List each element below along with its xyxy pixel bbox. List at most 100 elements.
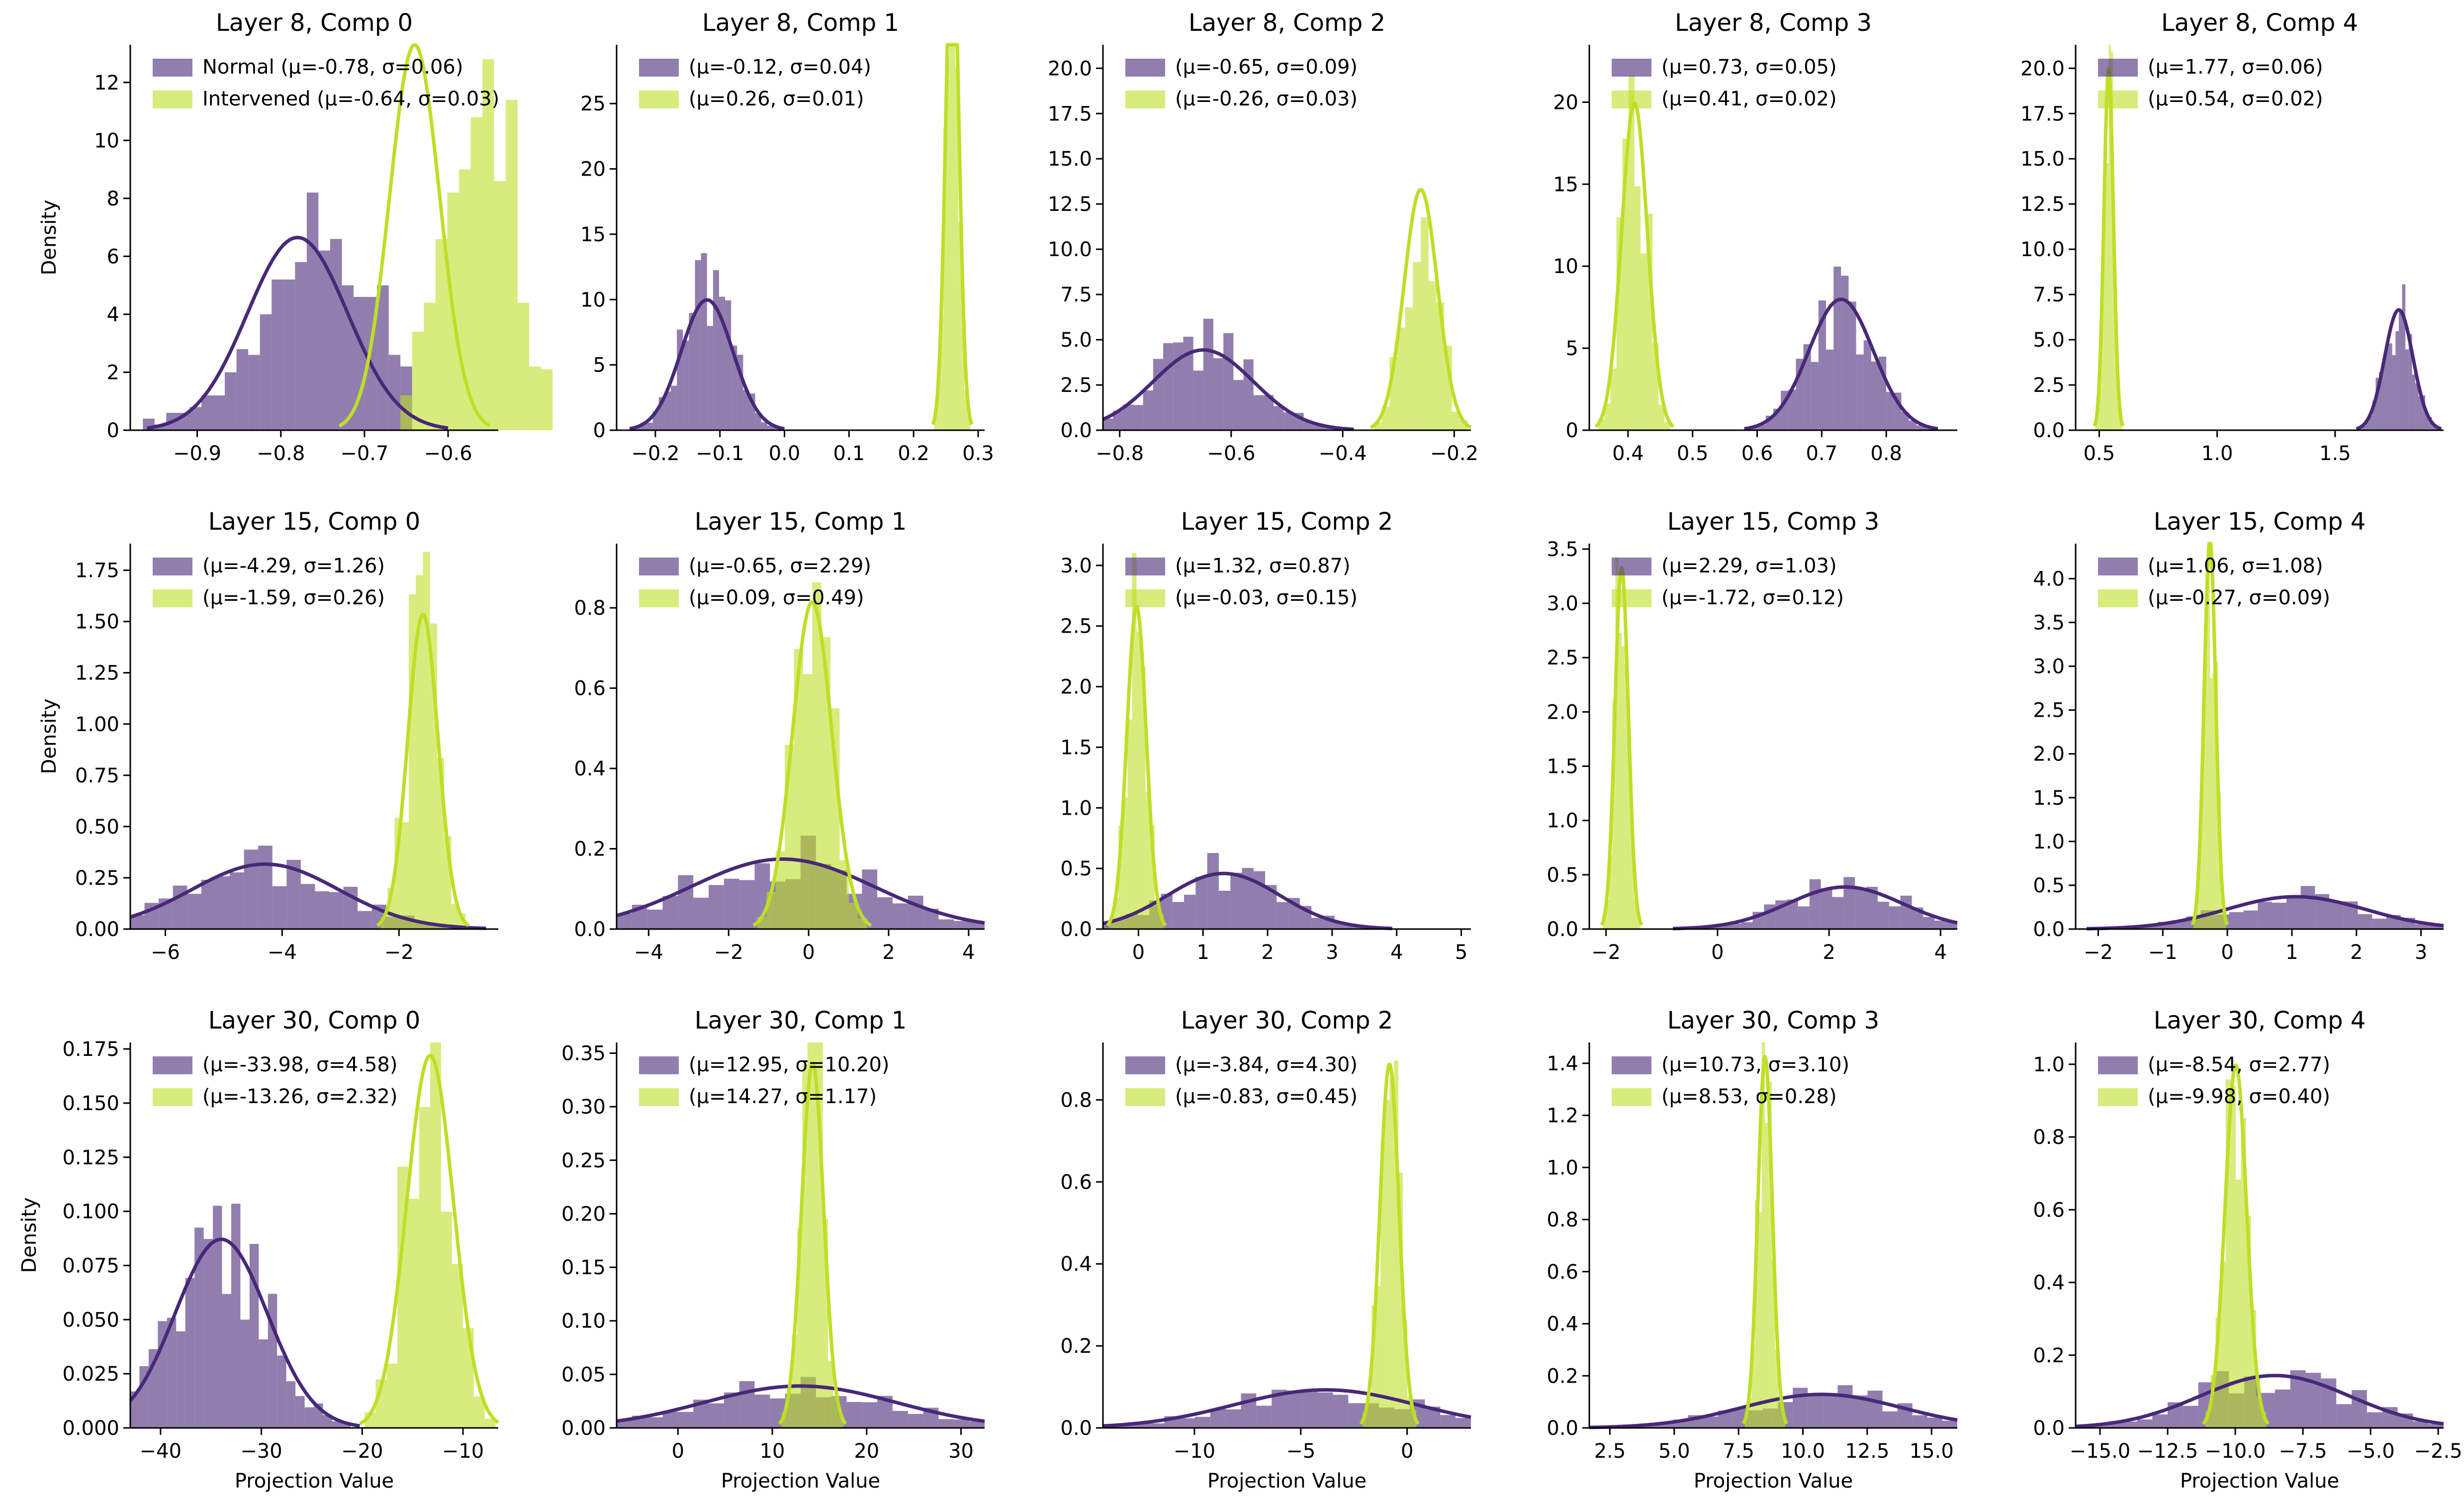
x-tick-label: −15.0 [2070, 1440, 2131, 1463]
histogram-bar-intervened [470, 117, 483, 430]
y-tick-label: 1.0 [2033, 831, 2065, 853]
subplot: 0.5 1.0 1.5 0.0 2.5 5.0 7.5 10.0 12.5 15.0 17.5 20.… [2020, 9, 2444, 465]
histogram-bar-intervened [943, 127, 946, 430]
histogram-bar-normal [662, 1411, 678, 1428]
histogram-bar-normal [1841, 276, 1849, 430]
histogram-bar-normal [244, 849, 259, 929]
histogram-bar-normal [662, 896, 678, 929]
y-tick-label: 7.5 [1060, 283, 1092, 306]
x-tick-label: −0.6 [1207, 442, 1255, 465]
legend-swatch-normal [1612, 59, 1651, 77]
histogram-bar-normal [1826, 349, 1834, 430]
subplot: 2.5 5.0 7.5 10.0 12.5 15.0 0.0 0.2 0.4 0.6 0.8 1.0 1… [1547, 1007, 1958, 1493]
x-tick-label: 0.6 [1741, 442, 1773, 465]
histogram-bar-intervened [1622, 646, 1625, 929]
histogram-bar-intervened [828, 1361, 833, 1428]
x-tick-label: 2 [882, 941, 895, 964]
histogram-bar-intervened [1405, 307, 1413, 430]
histogram-bar-normal [1821, 888, 1832, 929]
histogram-bar-intervened [494, 181, 506, 430]
histogram-bar-normal [2385, 345, 2389, 430]
histogram-bar-intervened [386, 1363, 398, 1428]
histogram-bar-intervened [1609, 855, 1613, 929]
histogram-bar-normal [877, 897, 893, 929]
y-tick-label: 0.150 [62, 1092, 119, 1115]
x-tick-label: 0.4 [1612, 442, 1644, 465]
legend-swatch-intervened [639, 589, 679, 607]
histogram-bar-normal [671, 385, 677, 430]
histogram-bar-normal [719, 296, 726, 430]
x-tick-label: 7.5 [1723, 1440, 1754, 1463]
histogram-bar-intervened [1452, 411, 1460, 430]
histogram-bar-normal [908, 895, 923, 929]
y-tick-label: 1.2 [1547, 1105, 1578, 1128]
y-tick-label: 0.4 [2033, 1272, 2065, 1295]
histogram-bar-normal [1123, 404, 1133, 430]
y-tick-label: 1.5 [1060, 736, 1092, 759]
y-tick-label: 2.5 [2033, 374, 2065, 397]
histogram-bar-intervened [2246, 1216, 2251, 1428]
histogram-bar-normal [377, 285, 389, 430]
x-tick-label: −0.4 [1319, 442, 1367, 465]
y-tick-label: 0.5 [2033, 874, 2065, 897]
y-tick-label: 12 [94, 72, 119, 94]
y-tick-label: 2.5 [1060, 374, 1092, 397]
histogram-bar-normal [739, 1381, 755, 1428]
subplot: −0.9 −0.8 −0.7 −0.6 0 2 4 6 8 10 12 Layer 8, Comp 0… [38, 9, 553, 465]
y-tick-label: 0.8 [574, 597, 606, 620]
x-tick-label: 3 [1326, 941, 1338, 964]
histogram-bar-normal [1163, 343, 1174, 430]
histogram-bar-intervened [1775, 1349, 1779, 1428]
x-tick-label: 2 [1823, 941, 1835, 964]
legend-label-intervened: (μ=-0.03, σ=0.15) [1175, 586, 1358, 609]
histogram-bar-intervened [401, 822, 409, 929]
histogram-bar-normal [2329, 901, 2344, 929]
histogram-bar-normal [1149, 1423, 1165, 1428]
histogram-bar-normal [739, 880, 755, 929]
y-tick-label: 17.5 [1048, 102, 1092, 125]
histogram-bar-normal [1184, 894, 1196, 929]
y-tick-label: 0.4 [1547, 1313, 1578, 1336]
y-tick-label: 0.6 [1060, 1171, 1092, 1194]
histogram-bar-normal [236, 349, 249, 430]
histogram-bar-normal [2408, 334, 2412, 430]
histogram-bar-intervened [1136, 632, 1141, 929]
histogram-bar-intervened [2204, 609, 2207, 929]
histogram-bar-normal [1823, 1393, 1838, 1428]
fit-curve-normal [1673, 885, 1958, 931]
histogram-bar-intervened [2215, 1317, 2221, 1428]
y-tick-label: 0.000 [62, 1417, 119, 1440]
histogram-bar-normal [2415, 924, 2430, 929]
histogram-bar-intervened [2199, 817, 2202, 929]
fit-curve-intervened [359, 1053, 500, 1425]
subplot: −6 −4 −2 0.00 0.25 0.50 0.75 1.00 1.25 1.50 1.75 La… [38, 508, 498, 964]
x-tick-label: 0.5 [1677, 442, 1709, 465]
legend: (μ=-0.12, σ=0.04) (μ=0.26, σ=0.01) [639, 56, 871, 110]
y-tick-label: 1.0 [1547, 810, 1578, 833]
x-tick-label: 5.0 [1658, 1440, 1690, 1463]
legend: (μ=2.29, σ=1.03) (μ=-1.72, σ=0.12) [1612, 555, 1844, 609]
histogram-bar-intervened [482, 59, 494, 431]
fit-curve-intervened [2190, 542, 2229, 926]
histogram-bar-intervened [1751, 1345, 1755, 1428]
subplot-title: Layer 30, Comp 1 [695, 1007, 907, 1034]
y-tick-label: 0.00 [75, 918, 119, 941]
histogram-bar-intervened [2207, 544, 2210, 929]
histogram-bar-normal [1440, 1415, 1456, 1428]
histogram-bar-normal [954, 1419, 970, 1428]
legend-label-normal: (μ=1.77, σ=0.06) [2148, 56, 2323, 79]
fit-curve-normal [616, 1384, 985, 1423]
histogram-bar-normal [388, 355, 401, 430]
histogram-bar-normal [1153, 359, 1164, 430]
histogram-bar-normal [2106, 1422, 2122, 1428]
y-tick-label: 0.6 [1547, 1261, 1578, 1284]
histogram-bar-normal [1818, 300, 1826, 430]
histogram-bar-normal [1803, 344, 1811, 430]
histogram-bar-normal [755, 413, 761, 430]
y-tick-label: 3.0 [2033, 656, 2065, 678]
histogram-bar-normal [767, 425, 774, 430]
legend-label-normal: (μ=1.06, σ=1.08) [2148, 555, 2323, 577]
histogram-bar-normal [1195, 877, 1207, 929]
y-tick-label: 0.6 [2033, 1199, 2065, 1222]
histogram-bar-normal [2425, 413, 2429, 430]
